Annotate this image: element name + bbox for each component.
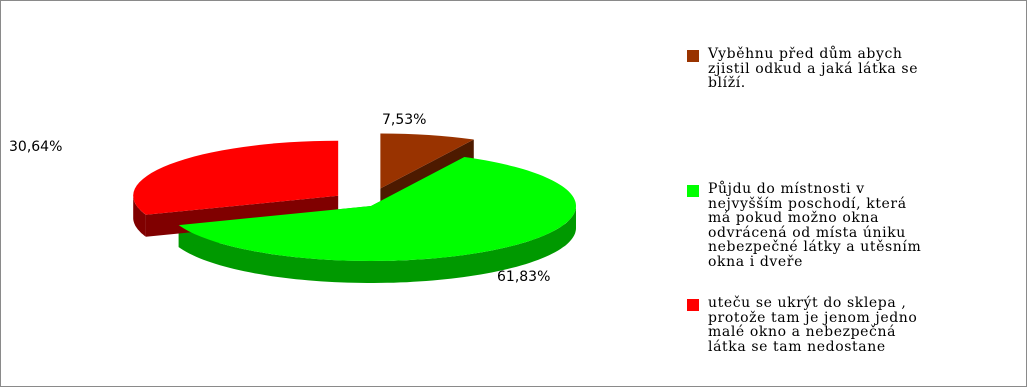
- pie-slice-side-3: [133, 195, 146, 237]
- legend-swatch-3: [687, 299, 699, 311]
- pie-slice-3: [133, 140, 339, 215]
- value-label-slice-2: 61,83%: [497, 269, 550, 285]
- legend-label-1: Vyběhnu před dům abych zjistil odkud a j…: [708, 46, 919, 91]
- pie-slice-2: [178, 157, 576, 261]
- value-label-slice-3: 30,64%: [9, 139, 62, 155]
- legend-swatch-1: [687, 50, 699, 62]
- legend-label-3: uteču se ukrýt do sklepa , protože tam j…: [708, 295, 918, 355]
- pie-slice-side-2: [178, 206, 576, 283]
- legend-swatch-2: [687, 185, 699, 197]
- pie-slice-1: [380, 133, 474, 189]
- value-label-slice-1: 7,53%: [382, 112, 426, 128]
- legend-label-2: Půjdu do místnosti v nejvyšším poschodí,…: [708, 181, 922, 270]
